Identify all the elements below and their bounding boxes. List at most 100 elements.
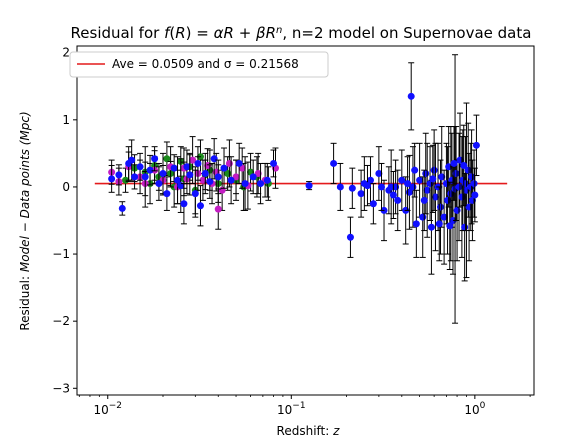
data-point bbox=[241, 180, 249, 188]
data-point bbox=[440, 213, 448, 221]
data-point bbox=[136, 163, 144, 171]
legend: Ave = 0.0509 and σ = 0.21568 bbox=[69, 51, 329, 78]
data-point bbox=[330, 159, 338, 167]
data-point bbox=[389, 191, 397, 199]
data-point bbox=[227, 176, 235, 184]
data-point bbox=[159, 170, 167, 178]
data-point bbox=[363, 182, 371, 190]
data-point bbox=[235, 159, 243, 167]
y-axis-label: Residual: Model − Data points (Mpc) bbox=[18, 111, 32, 330]
data-point bbox=[472, 141, 480, 149]
data-point bbox=[194, 159, 202, 167]
data-point bbox=[427, 223, 435, 231]
data-point bbox=[174, 176, 182, 184]
data-point bbox=[377, 183, 385, 191]
data-point bbox=[225, 159, 233, 167]
data-point bbox=[170, 164, 178, 172]
data-point bbox=[430, 166, 438, 174]
data-point bbox=[214, 173, 222, 181]
data-point bbox=[471, 191, 479, 199]
y-tick-label: 0 bbox=[62, 180, 70, 194]
data-point bbox=[416, 176, 424, 184]
data-point bbox=[429, 175, 437, 183]
data-point bbox=[468, 173, 476, 181]
data-point bbox=[366, 176, 374, 184]
x-tick-label: 10−2 bbox=[93, 401, 122, 417]
y-tick-label: −1 bbox=[52, 247, 70, 261]
data-point bbox=[220, 164, 228, 172]
data-point bbox=[270, 159, 278, 167]
data-point bbox=[411, 166, 419, 174]
data-point bbox=[183, 163, 191, 171]
x-tick-label: 10−1 bbox=[277, 401, 306, 417]
x-tick-label: 100 bbox=[464, 401, 485, 417]
legend-box bbox=[69, 51, 329, 78]
data-point bbox=[232, 173, 240, 181]
data-point bbox=[128, 156, 136, 164]
y-tick-label: −2 bbox=[52, 314, 70, 328]
data-point bbox=[146, 166, 154, 174]
data-point bbox=[163, 155, 171, 163]
data-point bbox=[423, 186, 431, 194]
data-point bbox=[348, 184, 356, 192]
data-point bbox=[191, 190, 199, 198]
data-point bbox=[336, 183, 344, 191]
data-point bbox=[464, 166, 472, 174]
data-point bbox=[305, 182, 313, 190]
data-point bbox=[189, 156, 197, 164]
data-point bbox=[263, 176, 271, 184]
y-tick-label: −3 bbox=[52, 381, 70, 395]
data-point bbox=[412, 220, 420, 228]
data-point bbox=[155, 180, 163, 188]
data-point bbox=[437, 203, 445, 211]
data-point bbox=[398, 176, 406, 184]
data-point bbox=[404, 180, 412, 188]
data-point bbox=[210, 155, 218, 163]
data-point bbox=[201, 170, 209, 178]
plot-area bbox=[76, 45, 535, 396]
data-point bbox=[206, 178, 214, 186]
data-point bbox=[249, 173, 257, 181]
data-point bbox=[115, 171, 123, 179]
y-tick-label: 1 bbox=[62, 113, 70, 127]
data-point bbox=[163, 190, 171, 198]
data-point bbox=[455, 183, 463, 191]
data-point bbox=[180, 200, 188, 208]
x-axis-label: Redshift: z bbox=[277, 424, 341, 438]
data-point bbox=[257, 180, 265, 188]
data-point bbox=[461, 223, 469, 231]
data-point bbox=[357, 190, 365, 198]
data-point bbox=[470, 180, 478, 188]
data-point bbox=[394, 196, 402, 204]
data-point bbox=[438, 173, 446, 181]
data-point bbox=[196, 202, 204, 210]
data-point bbox=[407, 92, 415, 100]
data-point bbox=[186, 171, 194, 179]
data-point bbox=[422, 170, 430, 178]
axes-frame bbox=[76, 45, 535, 396]
data-point bbox=[419, 213, 427, 221]
chart-title: Residual for f(R) = αR + βRn, n=2 model … bbox=[71, 24, 532, 42]
y-axis: −3 −2 −1 0 1 2 bbox=[52, 46, 77, 395]
y-tick-label: 2 bbox=[62, 46, 70, 60]
series-layer bbox=[108, 54, 480, 324]
data-point bbox=[141, 173, 149, 181]
data-point bbox=[151, 155, 159, 163]
legend-label: Ave = 0.0509 and σ = 0.21568 bbox=[112, 57, 299, 71]
data-point bbox=[450, 159, 458, 167]
data-point bbox=[369, 200, 377, 208]
data-point bbox=[118, 204, 126, 212]
data-point bbox=[254, 170, 262, 178]
data-point bbox=[435, 220, 443, 228]
data-point bbox=[375, 170, 383, 178]
series-blue bbox=[108, 54, 480, 324]
data-point bbox=[131, 173, 139, 181]
data-point bbox=[108, 175, 116, 183]
data-point bbox=[214, 205, 222, 213]
data-point bbox=[346, 233, 354, 241]
data-point bbox=[446, 222, 454, 230]
data-point bbox=[431, 193, 439, 201]
data-point bbox=[460, 161, 468, 169]
x-axis: 10−2 10−1 100 bbox=[78, 395, 531, 417]
